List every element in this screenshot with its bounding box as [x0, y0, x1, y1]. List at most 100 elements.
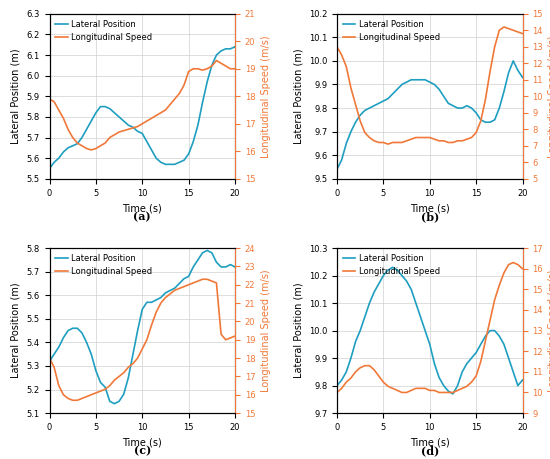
Lateral Position: [417, 314, 424, 319]
Lateral Position: [222, 264, 229, 270]
Longitudinal Speed: [130, 125, 136, 131]
Longitudinal Speed: [172, 287, 178, 293]
Longitudinal Speed: [412, 135, 419, 140]
Lateral Position: [338, 157, 345, 162]
Longitudinal Speed: [477, 359, 484, 364]
Longitudinal Speed: [148, 116, 155, 121]
Longitudinal Speed: [181, 284, 188, 289]
Lateral Position: [222, 46, 229, 51]
Lateral Position: [366, 105, 373, 111]
Lateral Position: [92, 110, 99, 116]
Longitudinal Speed: [51, 99, 57, 105]
Lateral Position: [403, 278, 410, 284]
Lateral Position: [120, 392, 127, 397]
Lateral Position: [227, 46, 234, 51]
Longitudinal Speed: [441, 390, 447, 395]
Lateral Position: [436, 375, 442, 380]
Lateral Position: [218, 48, 224, 54]
Lateral Position: [144, 300, 150, 305]
Longitudinal Speed: [56, 107, 62, 113]
Lateral Position: [172, 285, 178, 291]
Longitudinal Speed: [510, 28, 516, 33]
Lateral Position: [148, 300, 155, 305]
Longitudinal Speed: [496, 282, 503, 288]
Longitudinal Speed: [477, 118, 484, 124]
Longitudinal Speed: [366, 135, 373, 140]
Longitudinal Speed: [436, 138, 442, 144]
Lateral Position: [334, 383, 340, 388]
Longitudinal Speed: [153, 113, 159, 118]
Longitudinal Speed: [74, 140, 81, 146]
Longitudinal Speed: [102, 140, 108, 146]
Lateral Position: [125, 375, 131, 381]
Lateral Position: [491, 117, 498, 123]
Longitudinal Speed: [445, 140, 452, 145]
Lateral Position: [519, 377, 526, 383]
Longitudinal Speed: [500, 270, 507, 275]
Lateral Position: [436, 86, 442, 92]
Longitudinal Speed: [185, 282, 192, 287]
Lateral Position: [116, 398, 122, 404]
Title: (b): (b): [421, 211, 439, 222]
Lateral Position: [361, 314, 368, 319]
Longitudinal Speed: [92, 146, 99, 151]
Longitudinal Speed: [111, 377, 118, 383]
Longitudinal Speed: [125, 127, 131, 132]
Lateral Position: [422, 328, 428, 333]
Longitudinal Speed: [464, 384, 470, 389]
Longitudinal Speed: [352, 369, 359, 375]
Lateral Position: [199, 100, 206, 105]
Longitudinal Speed: [519, 266, 526, 271]
Longitudinal Speed: [120, 128, 127, 134]
Longitudinal Speed: [389, 140, 396, 145]
Longitudinal Speed: [357, 118, 364, 124]
Lateral Position: [441, 383, 447, 388]
Line: Lateral Position: Lateral Position: [337, 61, 522, 169]
Longitudinal Speed: [431, 136, 438, 142]
Y-axis label: Lateral Position (m): Lateral Position (m): [293, 49, 304, 144]
Longitudinal Speed: [441, 138, 447, 144]
Lateral Position: [473, 110, 480, 116]
Longitudinal Speed: [208, 278, 215, 284]
Lateral Position: [102, 385, 108, 390]
Lateral Position: [366, 300, 373, 306]
Legend: Lateral Position, Longitudinal Speed: Lateral Position, Longitudinal Speed: [52, 16, 156, 45]
Lateral Position: [111, 110, 118, 116]
Lateral Position: [107, 398, 113, 404]
Lateral Position: [384, 267, 391, 273]
Lateral Position: [227, 262, 234, 267]
Lateral Position: [162, 290, 169, 296]
Lateral Position: [232, 264, 238, 270]
Lateral Position: [389, 91, 396, 97]
Lateral Position: [218, 264, 224, 270]
Title: (c): (c): [134, 445, 151, 456]
Longitudinal Speed: [380, 380, 387, 385]
Lateral Position: [380, 98, 387, 104]
Lateral Position: [408, 286, 415, 292]
Longitudinal Speed: [384, 141, 391, 147]
Lateral Position: [450, 391, 456, 397]
Longitudinal Speed: [426, 388, 433, 393]
Lateral Position: [181, 276, 188, 281]
Lateral Position: [88, 352, 95, 357]
Longitudinal Speed: [162, 107, 169, 113]
Lateral Position: [403, 79, 410, 85]
Longitudinal Speed: [65, 396, 72, 401]
Longitudinal Speed: [422, 135, 428, 140]
Lateral Position: [208, 62, 215, 68]
Lateral Position: [46, 358, 53, 364]
Longitudinal Speed: [496, 28, 503, 33]
Lateral Position: [376, 101, 382, 106]
Longitudinal Speed: [88, 147, 95, 153]
Lateral Position: [445, 388, 452, 394]
Longitudinal Speed: [389, 386, 396, 391]
Longitudinal Speed: [459, 386, 465, 391]
Longitudinal Speed: [199, 276, 206, 282]
Longitudinal Speed: [366, 363, 373, 369]
Longitudinal Speed: [107, 135, 113, 140]
Lateral Position: [394, 267, 400, 273]
Longitudinal Speed: [343, 64, 350, 69]
Longitudinal Speed: [338, 386, 345, 391]
Lateral Position: [361, 108, 368, 113]
Longitudinal Speed: [139, 346, 146, 352]
